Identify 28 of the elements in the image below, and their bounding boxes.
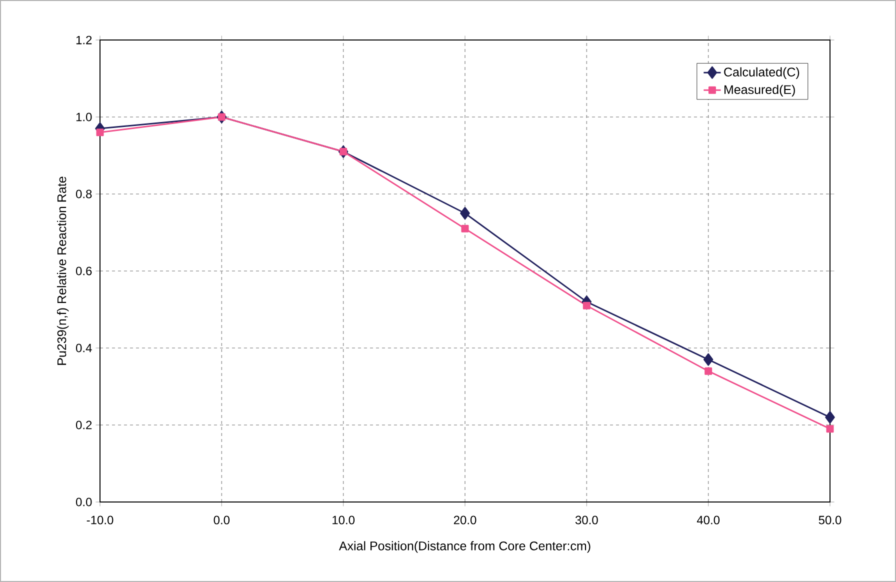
x-tick-label: -10.0 — [86, 516, 114, 524]
x-tick-label: 30.0 — [575, 516, 598, 524]
y-tick-label: 0.2 — [76, 420, 92, 430]
point — [825, 411, 835, 424]
legend-label: Calculated(C) — [724, 67, 800, 79]
y-tick-label: 0.4 — [76, 344, 92, 352]
point — [340, 148, 348, 156]
x-tick-label: 10.0 — [332, 516, 355, 524]
point — [704, 367, 712, 375]
x-tick-label: 40.0 — [696, 516, 720, 524]
legend-label: Measured(E) — [724, 84, 795, 97]
x-tick-label: 50.0 — [818, 516, 842, 524]
point — [826, 425, 834, 433]
x-axis-title: Axial Position(Distance from Core Center:cm) — [338, 541, 590, 553]
y-axis-title: Pu239(n,f) Relative Reaction Rate — [57, 176, 69, 365]
point — [582, 302, 590, 310]
x-tick-label: 0.0 — [214, 516, 230, 524]
x-tick-label: 20.0 — [454, 516, 476, 524]
point — [218, 113, 226, 121]
y-tick-label: 1.0 — [76, 112, 92, 122]
y-tick-label: 0.0 — [76, 498, 92, 506]
point — [703, 353, 714, 366]
y-tick-label: 1.2 — [76, 36, 92, 44]
point — [96, 128, 104, 136]
point — [460, 206, 470, 220]
y-tick-label: 0.8 — [76, 190, 92, 198]
point — [461, 224, 469, 232]
y-tick-label: 0.6 — [76, 266, 92, 276]
